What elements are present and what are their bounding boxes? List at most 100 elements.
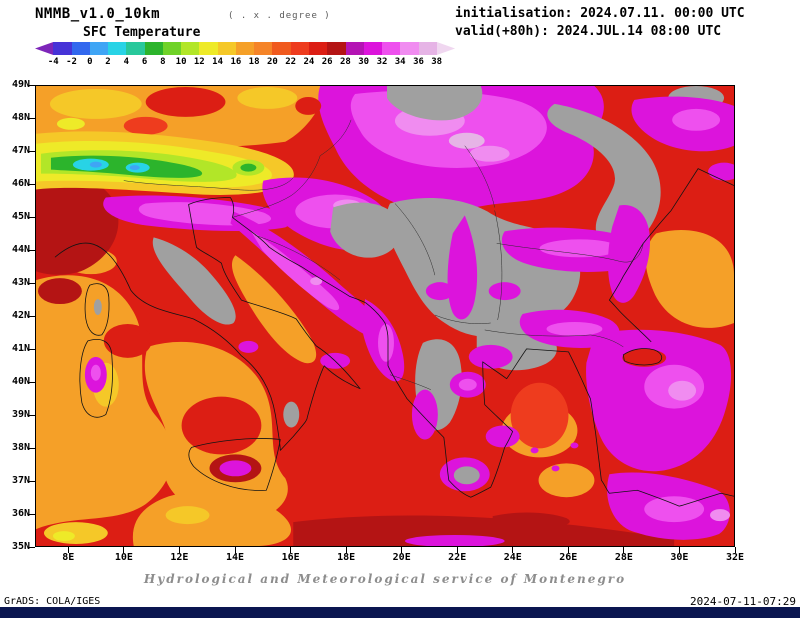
- lat-label: 43N: [11, 277, 30, 288]
- colorbar-tick-label: 24: [303, 57, 315, 67]
- colorbar-segment: [162, 42, 182, 55]
- lon-label: 16E: [281, 552, 300, 563]
- colorbar-tick-label: 28: [339, 57, 351, 67]
- colorbar-tick-label: 26: [321, 57, 333, 67]
- italy-islands-heat: [84, 340, 351, 483]
- lon-tick: [456, 547, 458, 553]
- colorbar: [35, 42, 456, 55]
- grads-credit: GrADS: COLA/IGES: [4, 596, 101, 607]
- lon-label: 20E: [392, 552, 411, 563]
- colorbar-tick-label: 8: [160, 57, 166, 67]
- colorbar-tick-label: 4: [123, 57, 130, 67]
- lon-tick: [67, 547, 69, 553]
- colorbar-tick-label: 6: [141, 57, 148, 67]
- initialisation-time: initialisation: 2024.07.11. 00:00 UTC: [455, 6, 745, 21]
- colorbar-tick-label: 10: [175, 57, 187, 67]
- lon-tick: [678, 547, 680, 553]
- lon-tick: [512, 547, 514, 553]
- colorbar-tick-label: 20: [266, 57, 278, 67]
- field-title: SFC Temperature: [83, 25, 201, 40]
- colorbar-tick-label: 18: [248, 57, 260, 67]
- anatolia-heat: [404, 329, 732, 546]
- colorbar-segment: [89, 42, 109, 55]
- colorbar-tick-label: 38: [431, 57, 443, 67]
- coastlines: [54, 168, 734, 507]
- colorbar-segment: [126, 42, 145, 55]
- inland-heat-patches: [425, 96, 734, 349]
- colorbar-segment: [382, 42, 401, 55]
- colorbar-tick-label: 32: [376, 57, 388, 67]
- lon-label: 26E: [559, 552, 578, 563]
- model-title: NMMB_v1.0_10km: [35, 6, 161, 22]
- alps-cool-band: [36, 131, 294, 195]
- colorbar-segment: [290, 42, 309, 55]
- lat-label: 48N: [11, 112, 30, 123]
- model-subtitle: ( . x . degree ): [228, 11, 331, 21]
- lon-label: 12E: [170, 552, 189, 563]
- lon-tick: [234, 547, 236, 553]
- lon-tick: [401, 547, 403, 553]
- colorbar-segment: [144, 42, 163, 55]
- lat-label: 36N: [11, 508, 30, 519]
- colorbar-segment: [272, 42, 291, 55]
- lat-label: 49N: [11, 79, 30, 90]
- colorbar-segment: [436, 42, 456, 55]
- colorbar-tick-label: 34: [394, 57, 406, 67]
- lon-tick: [623, 547, 625, 553]
- lon-label: 18E: [337, 552, 356, 563]
- colorbar-tick-label: 16: [230, 57, 242, 67]
- lon-label: 22E: [448, 552, 467, 563]
- colorbar-segment: [363, 42, 383, 55]
- colorbar-tick-label: 2: [105, 57, 111, 67]
- temperature-map-plot: [36, 86, 734, 546]
- lon-label: 14E: [225, 552, 245, 563]
- lon-label: 30E: [670, 552, 689, 563]
- lat-label: 45N: [11, 211, 30, 222]
- lat-label: 40N: [11, 376, 30, 387]
- lon-tick: [123, 547, 125, 553]
- lon-tick: [345, 547, 347, 553]
- service-credit: Hydrological and Meteorological service …: [143, 572, 627, 586]
- valid-time: valid(+80h): 2024.JUL.14 08:00 UTC: [455, 24, 722, 39]
- colorbar-tick-label: 36: [413, 57, 424, 67]
- colorbar-segment: [254, 42, 273, 55]
- colorbar-tick-label: 22: [285, 57, 297, 67]
- lat-label: 46N: [11, 178, 30, 189]
- colorbar-segment: [345, 42, 364, 55]
- colorbar-segment: [181, 42, 200, 55]
- colorbar-segment: [308, 42, 328, 55]
- colorbar-segment: [108, 42, 127, 55]
- lat-label: 41N: [11, 343, 30, 354]
- colorbar-segment: [418, 42, 437, 55]
- lon-label: 10E: [114, 552, 133, 563]
- lat-label: 42N: [11, 310, 30, 321]
- adriatic-coast-heat: [230, 211, 405, 382]
- colorbar-segment: [53, 42, 72, 55]
- greece-heat: [411, 344, 579, 492]
- colorbar-segment: [35, 42, 54, 55]
- lon-label: 32E: [725, 552, 745, 563]
- colorbar-tick-label: -2: [66, 57, 77, 67]
- colorbar-segment: [199, 42, 218, 55]
- lat-label: 37N: [11, 475, 30, 486]
- colorbar-tick-label: 12: [193, 57, 205, 67]
- lat-label: 35N: [11, 541, 30, 552]
- cool-dark-red-regions: [36, 172, 675, 546]
- generation-timestamp: 2024-07-11-07:29: [690, 595, 796, 608]
- lon-label: 28E: [614, 552, 633, 563]
- lon-label: 24E: [503, 552, 522, 563]
- colorbar-segment: [327, 42, 346, 55]
- lon-tick: [178, 547, 180, 553]
- lon-label: 8E: [62, 552, 75, 563]
- lat-label: 38N: [11, 442, 30, 453]
- colorbar-tick-label: 0: [87, 57, 93, 67]
- colorbar-tick-label: 30: [358, 57, 370, 67]
- colorbar-tick-label: 14: [212, 57, 224, 67]
- lat-label: 44N: [11, 244, 30, 255]
- footer-bar: [0, 607, 800, 618]
- lon-tick: [290, 547, 292, 553]
- colorbar-segment: [217, 42, 236, 55]
- colorbar-segment: [71, 42, 90, 55]
- lon-tick: [567, 547, 569, 553]
